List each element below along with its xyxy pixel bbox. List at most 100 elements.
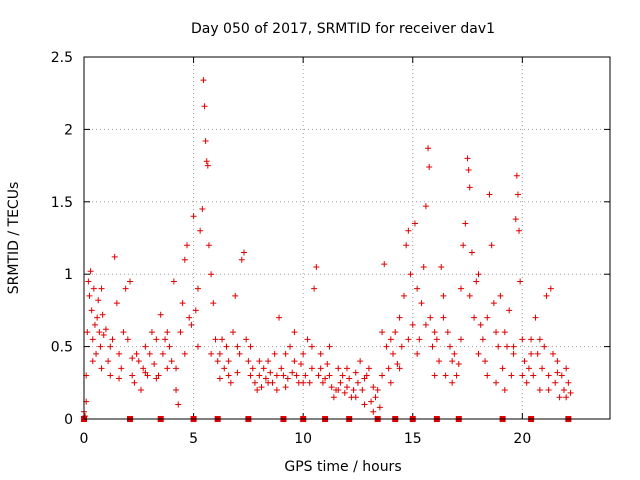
data-point [247, 372, 254, 379]
data-point [328, 384, 335, 391]
data-point [379, 329, 386, 336]
data-point [431, 329, 438, 336]
data-point [558, 372, 565, 379]
data-point [370, 408, 377, 415]
data-point [385, 365, 392, 372]
data-point [278, 365, 285, 372]
data-point [532, 314, 539, 321]
data-point [97, 343, 104, 350]
data-point [197, 227, 204, 234]
data-point [545, 387, 552, 394]
data-point [159, 350, 166, 357]
data-point [455, 360, 462, 367]
data-point [510, 343, 517, 350]
data-point [488, 242, 495, 249]
data-point [276, 314, 283, 321]
data-point [192, 307, 199, 314]
data-point [536, 336, 543, 343]
data-point [153, 336, 160, 343]
data-point [554, 358, 561, 365]
data-point [475, 271, 482, 278]
data-point [519, 336, 526, 343]
data-point [116, 375, 123, 382]
data-point [398, 343, 405, 350]
data-point [236, 350, 243, 357]
data-point [405, 227, 412, 234]
data-point [394, 360, 401, 367]
data-point [177, 329, 184, 336]
data-point [503, 343, 510, 350]
data-point [179, 300, 186, 307]
data-point [91, 321, 98, 328]
data-point [94, 314, 101, 321]
data-point [148, 329, 155, 336]
data-point [164, 365, 171, 372]
data-point [166, 343, 173, 350]
data-point [205, 242, 212, 249]
data-point [265, 358, 272, 365]
data-point [451, 350, 458, 357]
data-point [225, 372, 232, 379]
data-point [407, 271, 414, 278]
data-point [273, 372, 280, 379]
y-tick-label: 2.5 [51, 50, 73, 66]
data-point [497, 292, 504, 299]
data-point [170, 278, 177, 285]
data-point [225, 358, 232, 365]
data-point [495, 343, 502, 350]
data-point [449, 379, 456, 386]
x-tick-label: 5 [189, 431, 198, 447]
data-point [234, 369, 241, 376]
data-point [251, 379, 258, 386]
data-point [381, 261, 388, 268]
data-point [337, 379, 344, 386]
data-point [344, 365, 350, 372]
data-point [289, 369, 296, 376]
data-point [146, 350, 153, 357]
data-point [513, 172, 520, 179]
data-point [109, 336, 116, 343]
data-point [539, 365, 546, 372]
data-point [122, 285, 129, 292]
data-point [238, 256, 245, 263]
data-point [223, 343, 230, 350]
data-point [453, 372, 460, 379]
data-point [181, 350, 188, 357]
data-point [390, 350, 397, 357]
data-point [486, 191, 493, 198]
data-point [306, 379, 313, 386]
data-point [462, 220, 469, 227]
data-point [512, 216, 519, 223]
grid [84, 57, 610, 419]
data-point [468, 249, 475, 256]
data-point [521, 358, 528, 365]
data-point [335, 387, 342, 394]
data-point [357, 358, 364, 365]
data-point [247, 343, 254, 350]
data-point [466, 292, 473, 299]
data-point [93, 350, 100, 357]
data-point [313, 263, 320, 270]
data-point [411, 220, 418, 227]
data-point [352, 369, 359, 376]
data-point [212, 336, 219, 343]
data-point [528, 336, 535, 343]
data-point [319, 379, 326, 386]
data-point [131, 379, 138, 386]
data-point [420, 263, 427, 270]
data-point [173, 365, 180, 372]
data-point [102, 326, 109, 333]
data-point [203, 158, 210, 165]
data-point [105, 358, 112, 365]
data-point [517, 278, 524, 285]
y-axis-label: SRMTID / TECUs [6, 182, 22, 295]
data-point [262, 375, 269, 382]
data-point [86, 292, 93, 299]
data-point [162, 336, 169, 343]
data-point [427, 314, 434, 321]
data-point [88, 307, 95, 314]
data-points [81, 77, 574, 422]
data-point [499, 365, 506, 372]
data-point [243, 336, 250, 343]
data-point [214, 358, 221, 365]
